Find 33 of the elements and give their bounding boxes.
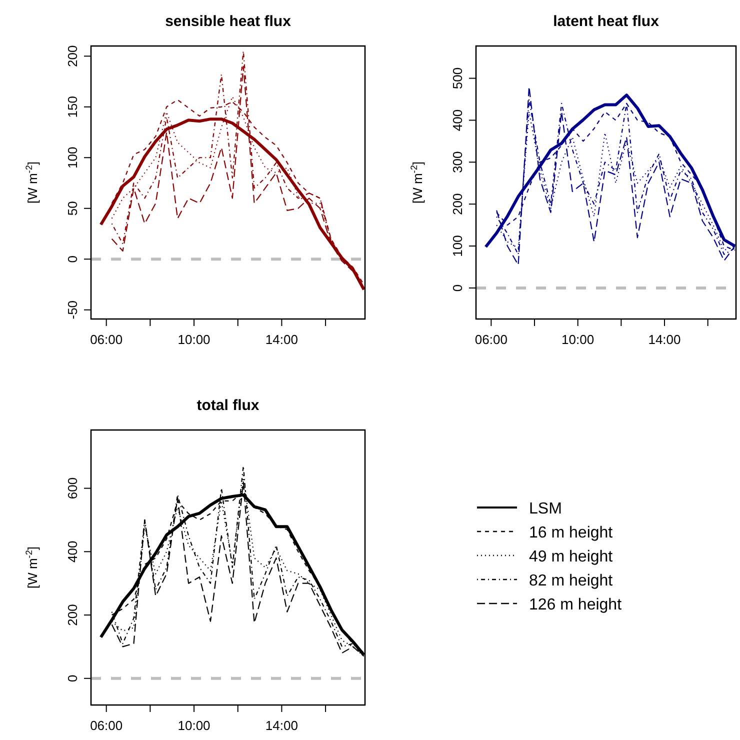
legend-label: 126 m height xyxy=(529,596,622,614)
y-tick-label: 200 xyxy=(65,45,80,67)
y-tick-label: 100 xyxy=(65,146,80,168)
legend-label: 82 m height xyxy=(529,572,614,590)
y-tick-label: 0 xyxy=(65,674,80,682)
y-tick-label: 400 xyxy=(65,540,80,563)
x-tick-label: 10:00 xyxy=(178,718,210,733)
y-tick-label: 0 xyxy=(65,256,80,263)
y-tick-label: 200 xyxy=(450,193,465,215)
chart-title: latent heat flux xyxy=(553,13,660,30)
x-tick-label: 14:00 xyxy=(265,332,298,347)
y-tick-label: 50 xyxy=(65,201,80,216)
y-tick-label: -50 xyxy=(65,300,80,320)
legend-label: 16 m height xyxy=(529,524,614,542)
x-tick-label: 10:00 xyxy=(178,332,210,347)
chart-title: sensible heat flux xyxy=(165,13,292,30)
x-tick-label: 14:00 xyxy=(648,332,681,347)
x-tick-label: 06:00 xyxy=(90,332,123,347)
x-tick-label: 06:00 xyxy=(474,332,508,347)
x-tick-label: 06:00 xyxy=(90,718,123,733)
y-tick-label: 600 xyxy=(65,477,80,500)
y-tick-label: 500 xyxy=(450,67,465,90)
x-tick-label: 14:00 xyxy=(265,718,298,733)
y-tick-label: 0 xyxy=(450,284,465,292)
y-tick-label: 100 xyxy=(450,235,465,257)
y-tick-label: 200 xyxy=(65,604,80,626)
legend-label: LSM xyxy=(529,500,562,518)
chart-title: total flux xyxy=(196,397,260,414)
y-tick-label: 150 xyxy=(65,96,80,118)
legend-label: 49 m height xyxy=(529,548,614,566)
y-tick-label: 300 xyxy=(450,151,465,174)
x-tick-label: 10:00 xyxy=(562,332,594,347)
y-tick-label: 400 xyxy=(450,109,465,132)
